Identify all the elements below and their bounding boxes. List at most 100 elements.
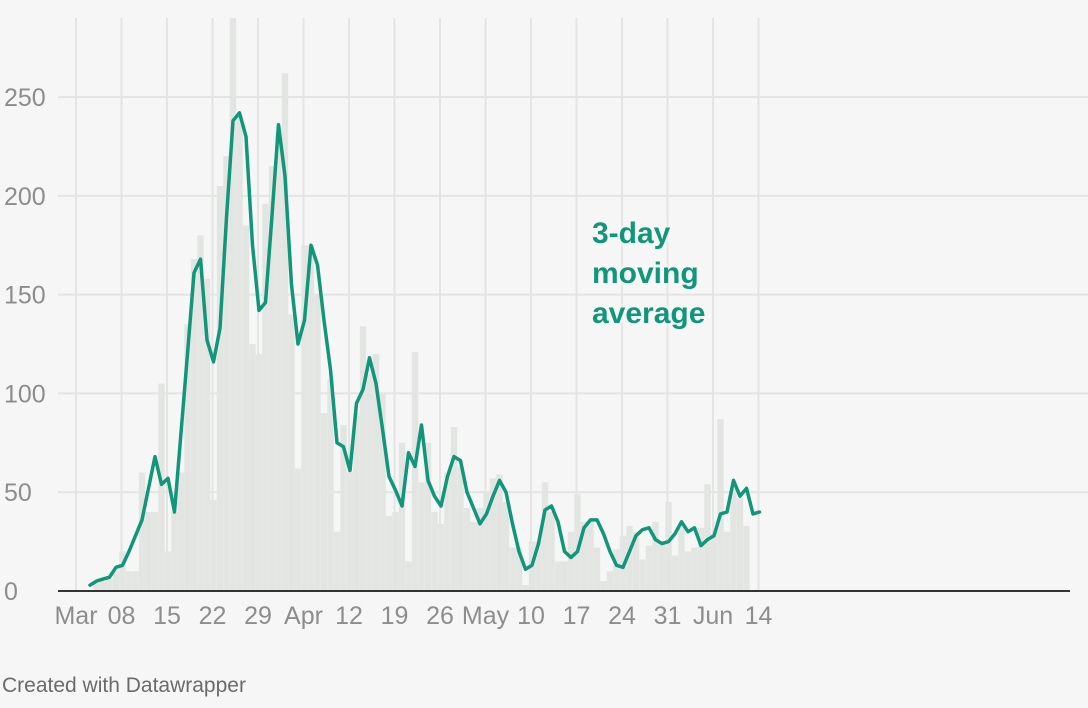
daily-bar (119, 551, 126, 591)
daily-bar (236, 116, 243, 592)
daily-bar (301, 245, 308, 592)
daily-bar (743, 525, 750, 591)
daily-bar (379, 393, 386, 591)
daily-bar (645, 545, 653, 591)
x-tick-label: 15 (153, 602, 181, 630)
daily-bar (489, 478, 497, 591)
daily-bar (203, 278, 211, 591)
daily-bar (522, 585, 529, 591)
daily-bar (717, 419, 724, 591)
daily-bar (99, 581, 107, 591)
daily-bar (515, 547, 523, 591)
daily-bar (639, 559, 646, 591)
daily-bar (691, 547, 698, 591)
daily-bar (723, 531, 731, 591)
daily-bar (281, 73, 289, 591)
daily-bar (502, 502, 510, 591)
daily-bar (600, 581, 607, 591)
daily-bar (333, 531, 341, 591)
x-tick-label: 31 (654, 602, 682, 630)
daily-bar (112, 571, 120, 591)
y-tick-label: 0 (4, 578, 18, 606)
daily-bar (184, 324, 191, 591)
daily-bar (548, 511, 555, 591)
daily-bar (665, 502, 672, 591)
daily-bar (437, 523, 445, 591)
daily-bar (145, 511, 152, 591)
daily-bar (652, 521, 659, 591)
daily-bar (405, 561, 412, 591)
daily-bar (535, 541, 542, 591)
daily-bar (457, 466, 464, 591)
x-tick-label: 17 (563, 602, 591, 630)
x-tick-label: Jun (693, 602, 733, 630)
daily-bar (320, 413, 328, 591)
daily-bar (359, 326, 367, 591)
moving-average-annotation: 3-day moving average (592, 217, 706, 330)
daily-bar (268, 166, 276, 592)
x-tick-label: 22 (199, 602, 227, 630)
daily-bar (613, 549, 620, 591)
daily-bar (580, 521, 588, 591)
daily-bar (242, 225, 250, 591)
daily-bar (567, 531, 575, 591)
x-tick-label: 29 (244, 602, 272, 630)
daily-bar (190, 259, 198, 591)
daily-bar (730, 488, 737, 591)
daily-bar (132, 571, 139, 591)
daily-bar (288, 314, 295, 591)
daily-bar (418, 482, 425, 591)
daily-bar (736, 498, 744, 591)
daily-bar (658, 541, 666, 591)
daily-bar (710, 533, 718, 591)
daily-bar (346, 472, 354, 591)
daily-bar (151, 511, 159, 591)
daily-bar (229, 18, 237, 591)
daily-bar (197, 235, 204, 591)
daily-bar (353, 413, 360, 591)
x-tick-label: 14 (745, 602, 773, 630)
daily-bar (431, 511, 438, 591)
daily-bar (177, 472, 185, 591)
daily-bar (249, 344, 256, 591)
daily-bar (314, 294, 321, 591)
y-tick-label: 50 (4, 479, 32, 507)
daily-bar (398, 442, 406, 591)
daily-bar (210, 500, 217, 591)
daily-bar (476, 508, 484, 591)
daily-bar (411, 351, 419, 591)
x-tick-label: 26 (426, 602, 454, 630)
x-tick-label: Mar (54, 602, 97, 630)
daily-bar (554, 561, 562, 591)
daily-bar (138, 472, 146, 591)
daily-bar (372, 353, 380, 591)
daily-bar (632, 531, 640, 591)
daily-bar (574, 494, 581, 591)
daily-bar (164, 551, 172, 591)
daily-bar (424, 442, 432, 591)
x-tick-label: 08 (108, 602, 136, 630)
daily-bar (327, 379, 334, 591)
daily-bar (684, 551, 692, 591)
daily-bar (392, 511, 399, 591)
x-tick-label: 24 (608, 602, 636, 630)
daily-bar (509, 547, 516, 591)
daily-bar (450, 427, 458, 591)
daily-bar (697, 527, 705, 591)
daily-bar (470, 521, 477, 591)
daily-bar (125, 571, 133, 591)
daily-bar (366, 373, 373, 591)
daily-bar (561, 561, 568, 591)
daily-bar (216, 185, 224, 591)
daily-bar (93, 583, 100, 591)
daily-bar (340, 425, 347, 591)
x-tick-label: 10 (517, 602, 545, 630)
x-tick-label: 19 (381, 602, 409, 630)
daily-bar (593, 547, 601, 591)
daily-bar (463, 508, 471, 591)
daily-bar (606, 571, 614, 591)
daily-bar (444, 472, 451, 591)
y-tick-label: 150 (4, 282, 46, 310)
